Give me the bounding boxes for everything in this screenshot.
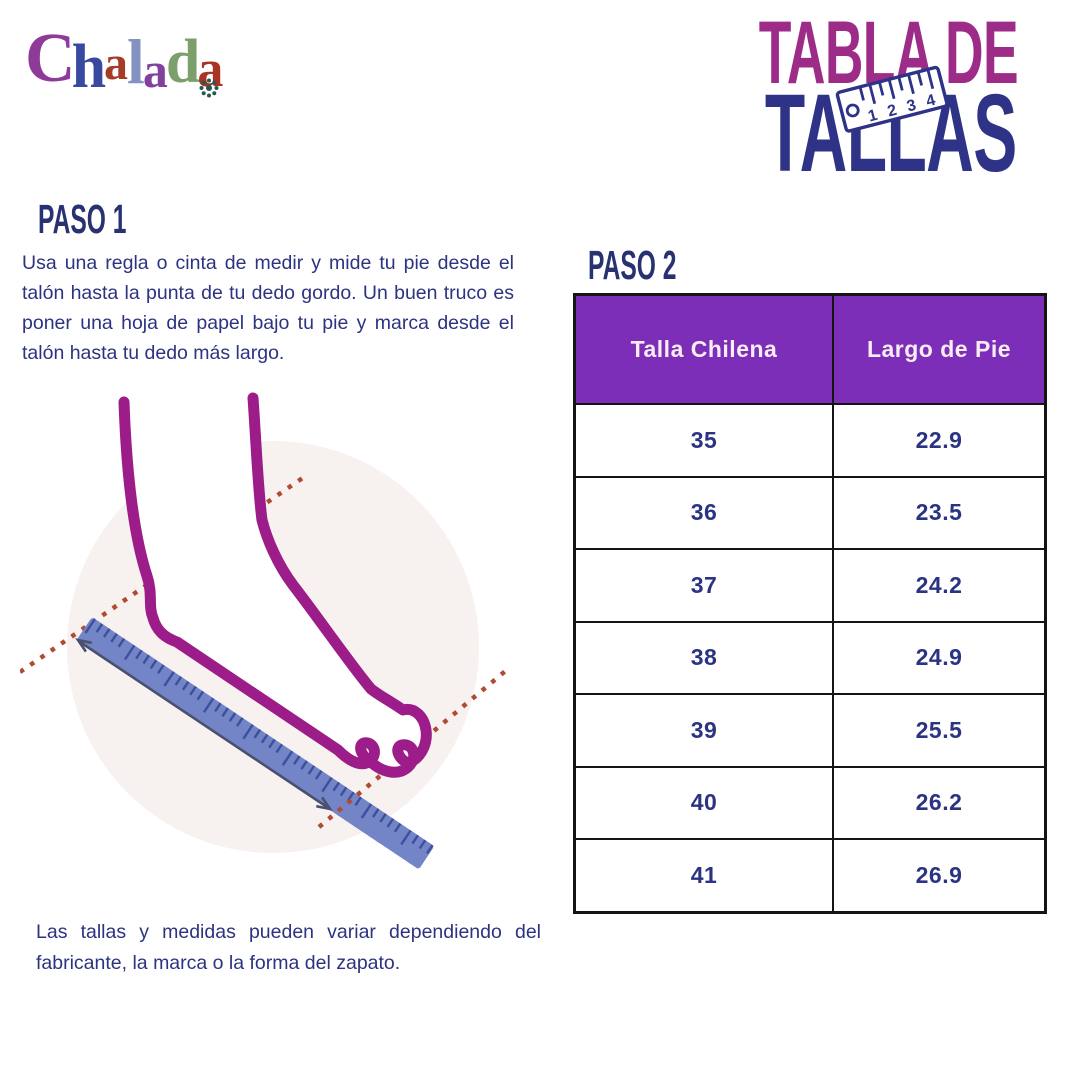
logo-letter: a bbox=[104, 37, 129, 90]
foot-measurement-illustration bbox=[20, 392, 511, 870]
table-row: 40 26.2 bbox=[573, 765, 1047, 840]
length-cell: 23.5 bbox=[832, 475, 1047, 550]
length-cell: 26.2 bbox=[832, 765, 1047, 840]
size-cell: 38 bbox=[573, 620, 834, 695]
length-cell: 25.5 bbox=[832, 693, 1047, 768]
size-table: Talla Chilena Largo de Pie 35 22.9 36 23… bbox=[573, 293, 1047, 914]
ruler bbox=[76, 617, 435, 870]
brand-logo: Chalada bbox=[25, 20, 223, 99]
length-cell: 24.2 bbox=[832, 548, 1047, 623]
svg-text:3: 3 bbox=[905, 97, 918, 116]
logo-letter: l bbox=[127, 26, 145, 97]
length-cell: 22.9 bbox=[832, 403, 1047, 478]
flower-icon bbox=[199, 78, 219, 98]
measuring-tape-icon: 1 2 3 4 bbox=[835, 65, 949, 133]
paso2-heading: PASO 2 bbox=[588, 242, 677, 288]
logo-letter: a bbox=[142, 42, 168, 98]
table-row: 36 23.5 bbox=[573, 475, 1047, 550]
toe-guide-dotted-line bbox=[317, 666, 511, 829]
size-table-header-row: Talla Chilena Largo de Pie bbox=[573, 293, 1047, 405]
size-cell: 41 bbox=[573, 838, 834, 913]
svg-text:2: 2 bbox=[886, 102, 899, 121]
footnote-text: Las tallas y medidas pueden variar depen… bbox=[36, 921, 541, 974]
table-row: 35 22.9 bbox=[573, 403, 1047, 478]
logo-letter: h bbox=[71, 33, 107, 101]
svg-text:4: 4 bbox=[924, 92, 937, 111]
size-cell: 40 bbox=[573, 765, 834, 840]
table-row: 41 26.9 bbox=[573, 838, 1047, 913]
foot-outline bbox=[118, 392, 432, 778]
logo-letter: d bbox=[165, 28, 201, 96]
table-row: 39 25.5 bbox=[573, 693, 1047, 768]
size-cell: 36 bbox=[573, 475, 834, 550]
table-row: 38 24.9 bbox=[573, 620, 1047, 695]
column-header-talla-chilena: Talla Chilena bbox=[573, 293, 834, 405]
svg-text:1: 1 bbox=[866, 107, 879, 126]
logo-letter: C bbox=[25, 20, 76, 97]
table-row: 37 24.2 bbox=[573, 548, 1047, 623]
size-cell: 37 bbox=[573, 548, 834, 623]
paso1-instructions: Usa una regla o cinta de medir y mide tu… bbox=[22, 252, 514, 364]
size-cell: 35 bbox=[573, 403, 834, 478]
length-cell: 26.9 bbox=[832, 838, 1047, 913]
size-cell: 39 bbox=[573, 693, 834, 768]
column-header-largo-de-pie: Largo de Pie bbox=[832, 293, 1047, 405]
length-cell: 24.9 bbox=[832, 620, 1047, 695]
paso1-heading: PASO 1 bbox=[38, 196, 127, 242]
measurement-arrow bbox=[75, 638, 333, 811]
